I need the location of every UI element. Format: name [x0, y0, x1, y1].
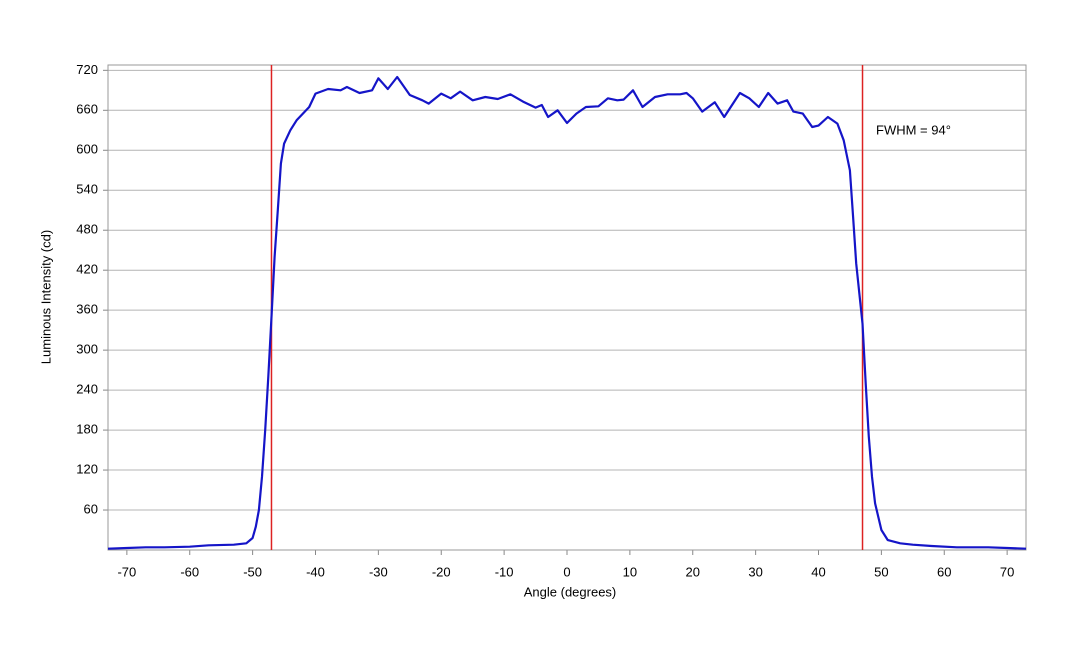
x-tick-label: -10	[495, 564, 514, 579]
plot-border	[107, 64, 1027, 551]
x-tick-label: 60	[937, 564, 951, 579]
y-tick-label: 120	[76, 461, 98, 476]
y-tick-label: 300	[76, 342, 98, 357]
y-axis-label: Luminous Intensity (cd)	[38, 230, 53, 364]
x-tick-label: 0	[563, 564, 570, 579]
x-tick-label: 40	[811, 564, 825, 579]
y-tick-label: 600	[76, 142, 98, 157]
x-tick-label: -40	[306, 564, 325, 579]
x-tick-label: -70	[117, 564, 136, 579]
x-tick-label: -60	[180, 564, 199, 579]
x-tick-label: 50	[874, 564, 888, 579]
data-line	[107, 75, 1027, 550]
x-tick-label: -50	[243, 564, 262, 579]
x-tick-label: 10	[623, 564, 637, 579]
x-tick-label: -30	[369, 564, 388, 579]
y-tick-label: 180	[76, 422, 98, 437]
y-tick-label: 420	[76, 262, 98, 277]
y-tick-label: 60	[84, 501, 98, 516]
y-tick-label: 660	[76, 102, 98, 117]
y-tick-label: 360	[76, 302, 98, 317]
x-tick-label: -20	[432, 564, 451, 579]
y-tick-label: 720	[76, 62, 98, 77]
y-tick-label: 480	[76, 222, 98, 237]
x-tick-label: 20	[686, 564, 700, 579]
y-tick-label: 540	[76, 182, 98, 197]
x-tick-label: 30	[748, 564, 762, 579]
annotation: FWHM = 94°	[876, 122, 951, 137]
y-tick-label: 240	[76, 382, 98, 397]
x-tick-label: 70	[1000, 564, 1014, 579]
x-axis-label: Angle (degrees)	[524, 584, 617, 599]
